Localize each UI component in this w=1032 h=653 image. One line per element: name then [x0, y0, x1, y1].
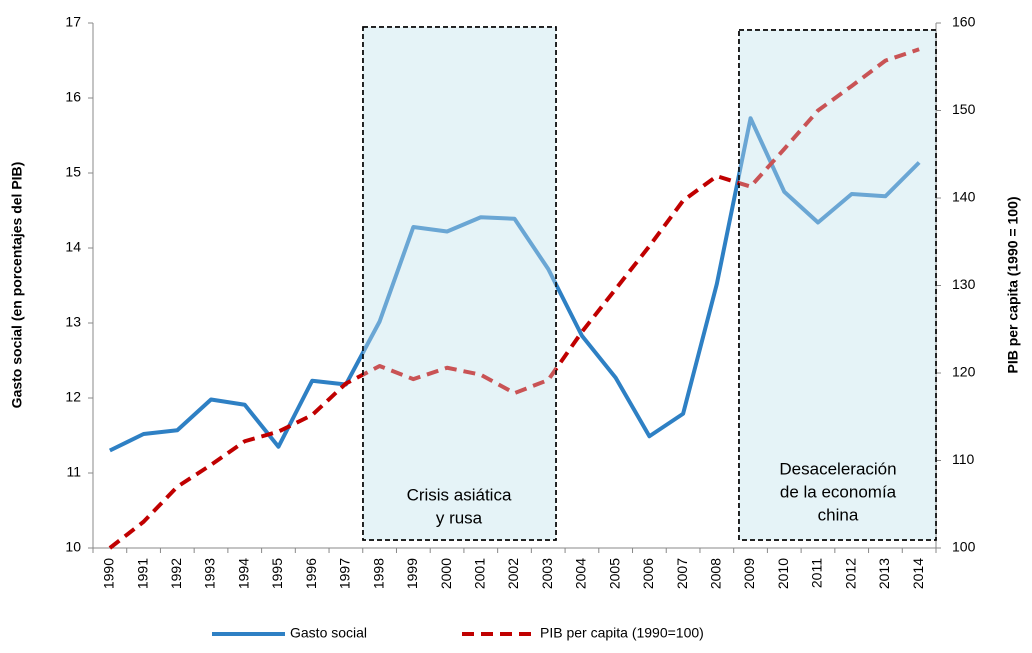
annotation-overlay [363, 27, 556, 540]
x-tick-label: 1996 [303, 558, 319, 589]
x-tick-label: 2005 [606, 558, 622, 589]
legend-label: Gasto social [290, 625, 367, 641]
x-tick-label: 2001 [471, 558, 487, 589]
x-tick-label: 1993 [202, 558, 218, 589]
x-tick-label: 2010 [775, 558, 791, 589]
x-tick-label: 2008 [708, 558, 724, 589]
y-tick-label: 10 [65, 539, 81, 555]
x-tick-label: 2013 [876, 558, 892, 589]
legend-label: PIB per capita (1990=100) [540, 625, 704, 641]
x-tick-label: 1995 [269, 558, 285, 589]
x-tick-label: 1999 [404, 558, 420, 589]
y2-tick-label: 110 [952, 451, 975, 467]
y-axis-label: Gasto social (en porcentajes del PIB) [9, 162, 25, 409]
y-tick-label: 11 [66, 464, 81, 480]
y2-axis-label: PIB per capita (1990 = 100) [1005, 196, 1021, 373]
annotation-overlay [739, 30, 936, 540]
annotation-box [738, 29, 937, 541]
x-tick-label: 2007 [674, 558, 690, 589]
annotation-border [738, 29, 937, 541]
x-tick-label: 2009 [741, 558, 757, 589]
annotation-text: china [818, 505, 859, 524]
x-tick-label: 1992 [168, 558, 184, 589]
annotation-text: Desaceleración [779, 459, 896, 478]
x-tick-label: 2014 [910, 558, 926, 589]
y-tick-label: 13 [65, 314, 81, 330]
x-tick-label: 1994 [235, 558, 251, 589]
x-tick-label: 1997 [337, 558, 353, 589]
y2-tick-label: 120 [952, 364, 976, 380]
annotation-text: de la economía [780, 482, 897, 501]
y2-tick-label: 130 [952, 276, 976, 292]
x-tick-label: 1998 [370, 558, 386, 589]
y-tick-label: 17 [65, 14, 81, 30]
y-tick-label: 16 [65, 89, 81, 105]
x-tick-label: 2000 [438, 558, 454, 589]
x-tick-label: 2002 [505, 558, 521, 589]
x-tick-label: 2012 [842, 558, 858, 589]
x-tick-label: 1990 [101, 558, 117, 589]
x-tick-label: 2004 [573, 558, 589, 589]
annotation-text: y rusa [436, 508, 483, 527]
y2-tick-label: 150 [952, 101, 976, 117]
x-tick-label: 2006 [640, 558, 656, 589]
y-tick-label: 14 [65, 239, 81, 255]
x-tick-label: 2011 [809, 558, 825, 588]
y2-tick-label: 160 [952, 14, 976, 30]
y-tick-label: 12 [65, 389, 81, 405]
y2-tick-label: 100 [952, 539, 976, 555]
series-line [108, 116, 921, 453]
x-tick-label: 2003 [539, 558, 555, 589]
x-tick-label: 1991 [134, 558, 150, 589]
annotation-text: Crisis asiática [407, 485, 512, 504]
y2-tick-label: 140 [952, 189, 976, 205]
annotation-border [362, 26, 557, 541]
series-line [108, 47, 920, 550]
y-tick-label: 15 [65, 164, 81, 180]
